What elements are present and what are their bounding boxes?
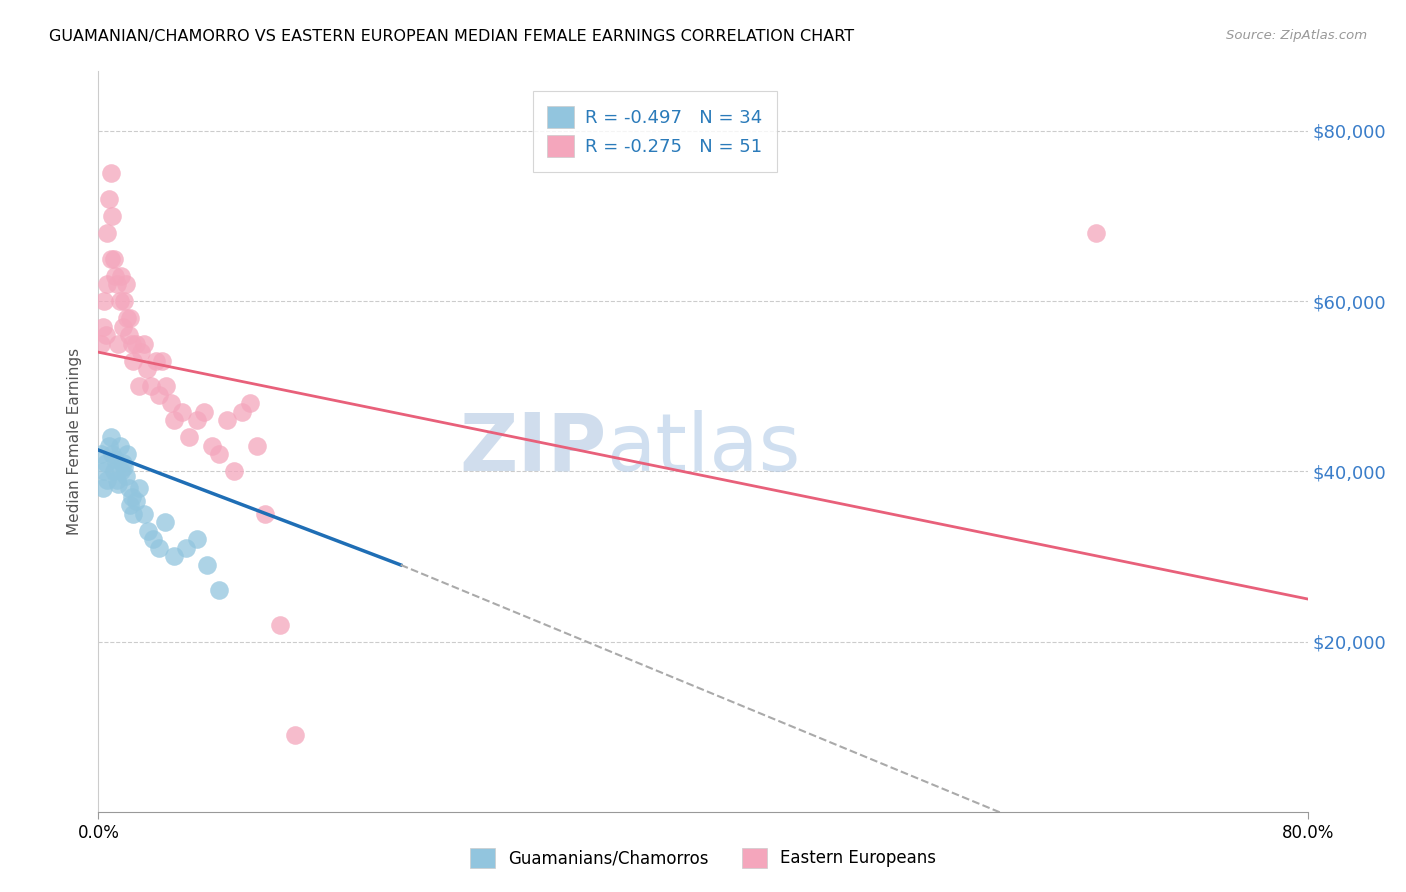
Point [145,353,167,368]
Point [122,353,145,368]
Point [96,277,118,292]
Text: GUAMANIAN/CHAMORRO VS EASTERN EUROPEAN MEDIAN FEMALE EARNINGS CORRELATION CHART: GUAMANIAN/CHAMORRO VS EASTERN EUROPEAN M… [49,29,855,44]
Point [153,516,176,530]
Point [107,336,129,351]
Point [150,353,173,368]
Point [118,481,141,495]
Point [141,379,163,393]
Point [160,396,183,410]
Point [186,533,208,547]
Point [101,209,124,223]
Point [201,439,224,453]
Point [125,494,148,508]
Point [128,481,150,495]
Point [112,294,135,309]
Point [98,439,121,453]
Point [122,507,145,521]
Point [186,413,208,427]
Point [253,507,276,521]
Point [148,388,170,402]
Point [120,311,142,326]
Point [108,439,131,453]
Point [114,468,136,483]
Legend: R = -0.497   N = 34, R = -0.275   N = 51: R = -0.497 N = 34, R = -0.275 N = 51 [533,92,776,171]
Point [231,405,253,419]
Point [174,541,197,555]
Point [107,477,129,491]
Point [246,439,269,453]
Text: ZIP: ZIP [458,410,606,488]
Point [114,277,136,292]
Point [105,277,128,292]
Text: Source: ZipAtlas.com: Source: ZipAtlas.com [1226,29,1367,42]
Point [136,524,159,538]
Point [98,192,121,206]
Point [108,294,131,309]
Point [100,430,122,444]
Point [170,405,193,419]
Point [105,473,128,487]
Y-axis label: Median Female Earnings: Median Female Earnings [67,348,83,535]
Point [100,252,122,266]
Point [110,268,132,283]
Point [101,447,124,461]
Legend: Guamanians/Chamorros, Eastern Europeans: Guamanians/Chamorros, Eastern Europeans [463,841,943,875]
Point [208,447,231,461]
Point [163,549,186,564]
Point [239,396,262,410]
Point [104,268,127,283]
Point [1085,226,1108,240]
Point [179,430,201,444]
Point [115,447,138,461]
Text: atlas: atlas [606,410,800,488]
Point [215,413,238,427]
Point [195,558,218,572]
Point [112,460,135,475]
Point [142,533,165,547]
Point [118,328,141,343]
Point [224,464,246,478]
Point [269,617,291,632]
Point [96,226,118,240]
Point [115,311,138,326]
Point [121,336,143,351]
Point [90,336,112,351]
Point [91,481,114,495]
Point [120,499,142,513]
Point [163,413,186,427]
Point [193,405,215,419]
Point [93,464,115,478]
Point [284,728,307,742]
Point [93,294,115,309]
Point [94,456,117,470]
Point [132,336,155,351]
Point [103,464,125,478]
Point [94,328,117,343]
Point [91,319,114,334]
Point [111,319,134,334]
Point [110,464,132,478]
Point [129,345,152,359]
Point [111,456,134,470]
Point [125,336,148,351]
Point [100,166,122,180]
Point [135,362,157,376]
Point [121,490,143,504]
Point [208,583,231,598]
Point [148,541,170,555]
Point [128,379,150,393]
Point [104,451,127,466]
Point [90,447,112,461]
Point [103,252,125,266]
Point [132,507,155,521]
Point [155,379,177,393]
Point [96,473,118,487]
